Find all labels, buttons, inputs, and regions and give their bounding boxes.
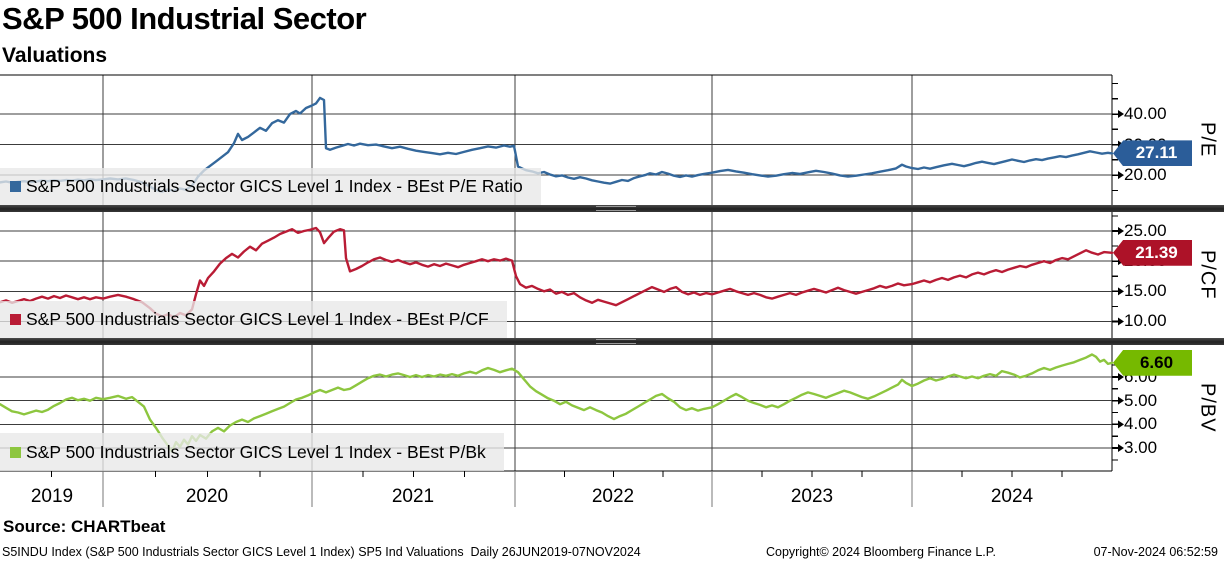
pbv-tick-label: 5.00 — [1124, 390, 1158, 410]
pbv-series-swatch-icon — [10, 446, 21, 458]
pcf-tick-label: 15.00 — [1124, 281, 1167, 301]
splitter-drag-handle-icon[interactable] — [596, 206, 636, 211]
x-axis-year-label: 2022 — [591, 486, 635, 507]
source-label: Source: CHARTbeat — [3, 517, 166, 536]
legend-pe[interactable]: S&P 500 Industrials Sector GICS Level 1 … — [0, 168, 541, 205]
footer-security-description: S5INDU Index (S&P 500 Industrials Sector… — [2, 545, 641, 559]
pe-last-value-tag: 27.11 — [1113, 140, 1192, 167]
pcf-last-value-tag: 21.39 — [1113, 239, 1192, 266]
footer-copyright: Copyright© 2024 Bloomberg Finance L.P. — [766, 545, 996, 559]
panel-splitter-2[interactable] — [0, 338, 1224, 345]
splitter-drag-handle-icon[interactable] — [596, 339, 636, 344]
legend-pbv-label: S&P 500 Industrials Sector GICS Level 1 … — [26, 441, 486, 462]
pe-series-swatch-icon — [10, 181, 21, 192]
legend-pbv[interactable]: S&P 500 Industrials Sector GICS Level 1 … — [0, 433, 504, 471]
x-axis-year-label: 2023 — [790, 486, 834, 507]
legend-pcf[interactable]: S&P 500 Industrials Sector GICS Level 1 … — [0, 301, 507, 338]
pbv-tick-label: 4.00 — [1124, 414, 1158, 434]
pe-tick-label: 20.00 — [1124, 165, 1167, 185]
x-axis-year-label: 2020 — [185, 486, 229, 507]
panel-splitter-1[interactable] — [0, 205, 1224, 212]
pbv-last-value-tag: 6.60 — [1113, 349, 1192, 376]
legend-pcf-label: S&P 500 Industrials Sector GICS Level 1 … — [26, 309, 489, 329]
pcf-tick-label: 25.00 — [1124, 220, 1167, 240]
pcf-tick-label: 10.00 — [1124, 311, 1167, 331]
pe-tick-label: 40.00 — [1124, 104, 1167, 124]
pe-axis-title: P/E — [1196, 122, 1219, 158]
footer-timestamp: 07-Nov-2024 06:52:59 — [1093, 545, 1218, 559]
x-axis-year-label: 2019 — [30, 486, 74, 507]
pcf-axis-title: P/CF — [1196, 250, 1219, 300]
page-title: S&P 500 Industrial Sector — [2, 1, 367, 36]
x-axis-year-label: 2021 — [391, 486, 435, 507]
x-axis-year-label: 2024 — [990, 486, 1034, 507]
legend-pe-label: S&P 500 Industrials Sector GICS Level 1 … — [26, 176, 523, 196]
pcf-series-swatch-icon — [10, 314, 21, 325]
page-subtitle: Valuations — [2, 44, 108, 67]
pbv-axis-title: P/BV — [1196, 383, 1219, 433]
pbv-tick-label: 3.00 — [1124, 438, 1158, 458]
